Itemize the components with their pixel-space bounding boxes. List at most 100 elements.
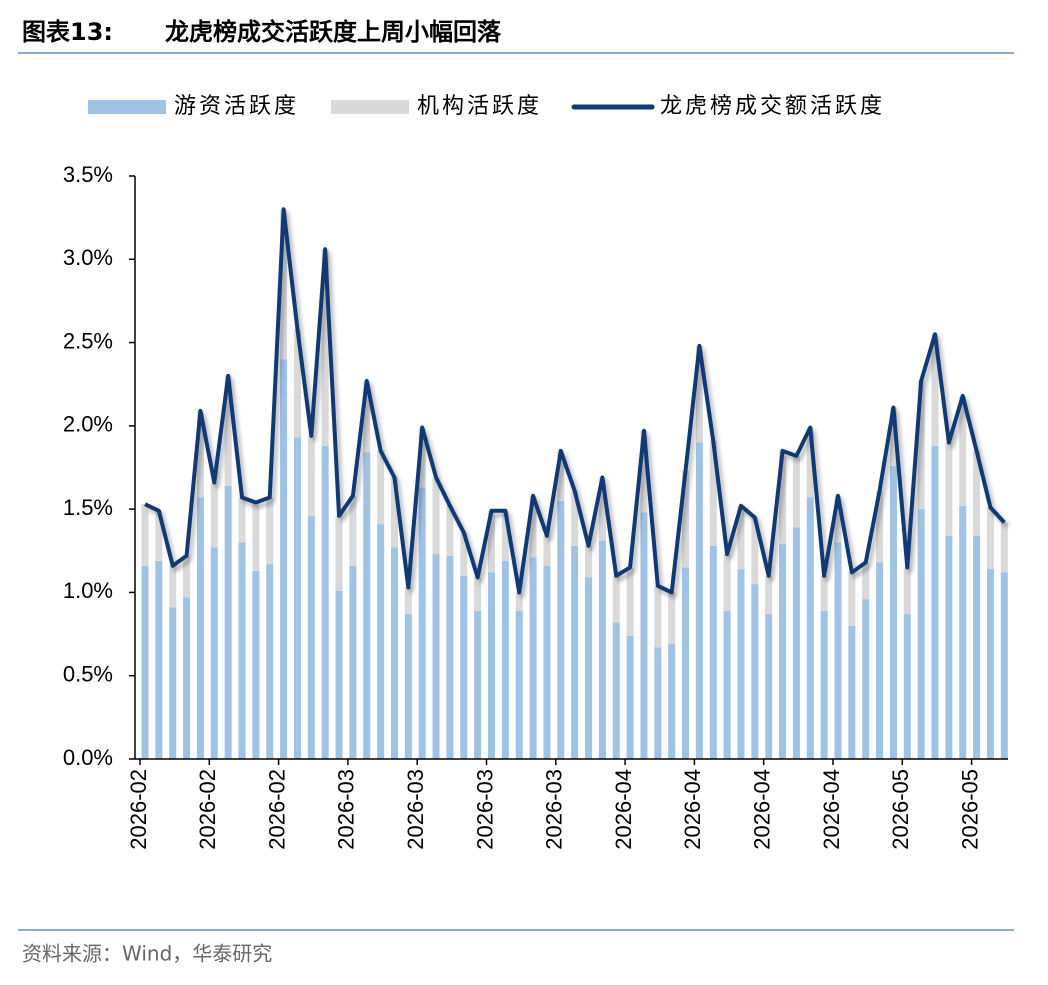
bar: [501, 560, 509, 759]
y-tick-label: 1.0%: [63, 578, 113, 603]
bar: [155, 510, 163, 561]
bar: [446, 505, 454, 556]
bar: [377, 450, 385, 525]
bar: [682, 567, 690, 759]
bar: [973, 450, 981, 536]
bar: [418, 487, 426, 759]
bar: [266, 564, 274, 759]
bar: [293, 437, 301, 759]
bar: [224, 485, 232, 759]
bar: [806, 497, 814, 759]
bar: [612, 575, 620, 623]
bar: [917, 509, 925, 759]
bar: [543, 565, 551, 759]
bar: [737, 505, 745, 570]
x-tick-label: 2026-04: [611, 769, 636, 850]
bar: [515, 592, 523, 611]
bar: [959, 505, 967, 759]
bar: [377, 524, 385, 759]
bar: [432, 477, 440, 555]
bar: [169, 565, 177, 608]
bar: [654, 647, 662, 759]
bar: [252, 502, 260, 571]
bar: [792, 527, 800, 759]
bar: [321, 445, 329, 759]
bar: [585, 545, 593, 578]
bar: [210, 547, 218, 759]
bar: [612, 622, 620, 759]
bar: [945, 535, 953, 759]
bar: [418, 427, 426, 488]
bar: [598, 477, 606, 541]
bar: [986, 569, 994, 759]
bar: [820, 575, 828, 611]
y-tick-label: 3.5%: [63, 162, 113, 187]
bar: [765, 575, 773, 615]
bar: [238, 497, 246, 543]
bar: [626, 567, 634, 636]
x-tick-label: 2026-03: [472, 769, 497, 850]
bar: [1000, 522, 1008, 573]
y-tick-label: 2.5%: [63, 328, 113, 353]
x-tick-label: 2026-02: [126, 769, 151, 850]
bar: [779, 544, 787, 759]
bar: [515, 610, 523, 759]
x-tick-label: 2026-05: [957, 769, 982, 850]
bar: [723, 554, 731, 611]
bar: [404, 587, 412, 615]
legend-swatch: [88, 100, 166, 114]
bar: [349, 495, 357, 566]
source: 资料来源：Wind，华泰研究: [22, 942, 272, 966]
bar: [252, 570, 260, 759]
bar: [293, 329, 301, 438]
legend-label: 游资活跃度: [174, 94, 299, 119]
bar: [848, 625, 856, 759]
chart-title: 龙虎榜成交活跃度上周小幅回落: [165, 18, 502, 46]
bar: [238, 542, 246, 759]
bar: [779, 450, 787, 545]
bar: [751, 517, 759, 585]
bar: [557, 500, 565, 759]
bar: [834, 495, 842, 543]
bar: [183, 597, 191, 759]
bar: [737, 569, 745, 759]
bar: [488, 572, 495, 759]
bar: [959, 395, 967, 506]
figure-label: 图表13:: [22, 18, 113, 46]
bar: [640, 430, 648, 513]
bar: [363, 452, 371, 759]
bar: [155, 560, 163, 759]
bar: [543, 535, 551, 566]
legend-swatch: [331, 100, 410, 114]
x-tick-label: 2026-04: [680, 769, 705, 850]
bar: [598, 540, 606, 759]
bar: [668, 644, 676, 759]
bar: [210, 482, 218, 548]
bar: [474, 577, 482, 611]
x-tick-label: 2026-02: [195, 769, 220, 850]
bar: [585, 577, 593, 759]
bar: [196, 410, 204, 498]
bar: [682, 470, 690, 568]
bar: [460, 575, 468, 759]
bar: [141, 565, 149, 759]
bar: [183, 555, 191, 598]
bar: [335, 590, 343, 759]
bar: [889, 465, 897, 759]
bar: [307, 515, 315, 759]
bar: [931, 334, 939, 446]
y-tick-label: 1.5%: [63, 495, 113, 520]
x-tick-label: 2026-02: [264, 769, 289, 850]
y-tick-label: 3.0%: [63, 245, 113, 270]
bar: [973, 535, 981, 759]
bar: [488, 510, 495, 573]
bar: [557, 450, 565, 501]
x-tick-label: 2026-03: [334, 769, 359, 850]
line: [144, 207, 1006, 595]
bar: [404, 614, 412, 759]
bar: [640, 512, 648, 759]
bar: [335, 515, 343, 591]
bar: [709, 440, 717, 546]
bar: [806, 427, 814, 498]
